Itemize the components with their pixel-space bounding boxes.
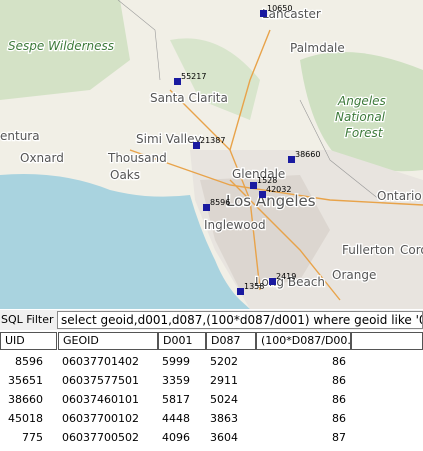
map-label: Lancaster (262, 7, 321, 21)
map-label: Inglewood (204, 218, 266, 232)
marker-label: 21387 (200, 136, 225, 145)
table: UID GEOID D001 D087 (100*D087/D00... 8596 0603… (0, 332, 423, 451)
map-marker (288, 156, 295, 163)
table-cell: 4096 (162, 431, 190, 444)
map-label: Angeles (337, 94, 386, 108)
table-cell: 3863 (210, 412, 238, 425)
map-marker (203, 204, 210, 211)
column-header: UID (0, 332, 57, 350)
marker-label: 10650 (267, 4, 292, 13)
table-cell: 2911 (210, 374, 238, 387)
map-label: Coro (400, 243, 423, 257)
table-cell: 87 (256, 447, 346, 451)
column-header: GEOID (58, 332, 158, 350)
table-cell: 3359 (162, 374, 190, 387)
map-label: Sespe Wilderness (8, 39, 114, 53)
map-marker (260, 10, 267, 17)
table-cell: 38660 (8, 393, 43, 406)
filter-input[interactable]: select geoid,d001,d087,(100*d087/d001) w… (57, 311, 423, 329)
map-marker (269, 278, 276, 285)
column-header: (100*D087/D00... (256, 332, 351, 350)
column-header: D001 (158, 332, 206, 350)
marker-label: 55217 (181, 72, 206, 81)
table-cell: 06037700502 (62, 431, 139, 444)
table-cell: 5160 (210, 447, 255, 451)
column-header: D087 (206, 332, 256, 350)
map-marker (237, 288, 244, 295)
table-cell: 4448 (162, 412, 190, 425)
map-label: Ontario (377, 189, 422, 203)
table-cell: 06037577300 (62, 447, 157, 451)
map-label: Oaks (110, 168, 140, 182)
marker-label: 1528 (257, 176, 277, 185)
map-label: Santa Clarita (150, 91, 228, 105)
table-cell: 8596 (15, 355, 43, 368)
map-marker (174, 78, 181, 85)
map-label: Orange (332, 268, 376, 282)
table-cell: 45018 (8, 412, 43, 425)
table-cell: 06037701402 (62, 355, 139, 368)
table-cell: 5817 (162, 393, 190, 406)
map-marker (250, 182, 257, 189)
table-cell: 06037460101 (62, 393, 139, 406)
table-cell: 86 (332, 412, 346, 425)
table-cell: 2419 (0, 447, 43, 451)
marker-label: 1358 (244, 282, 264, 291)
table-cell: 5202 (210, 355, 238, 368)
map-label: Glendale (232, 167, 285, 181)
marker-label: 2419 (276, 272, 296, 281)
table-cell: 5024 (210, 393, 238, 406)
table-cell: 86 (332, 355, 346, 368)
map-label: Fullerton (342, 243, 395, 257)
table-cell: 06037700102 (62, 412, 139, 425)
map-label: Thousand (107, 151, 167, 165)
marker-label: 42032 (266, 185, 291, 194)
filter-label: SQL Filter (1, 313, 54, 326)
table-cell: 5905 (162, 447, 207, 451)
column-header-empty (351, 332, 423, 350)
table-cell: 86 (332, 393, 346, 406)
map-label: Simi Valley (136, 132, 202, 146)
map-marker (259, 191, 266, 198)
marker-label: 38660 (295, 150, 320, 159)
map-label: Palmdale (290, 41, 345, 55)
table-cell: 775 (22, 431, 43, 444)
table-cell: 86 (332, 374, 346, 387)
map-label: Oxnard (20, 151, 64, 165)
map-label: Forest (345, 126, 384, 140)
map-label: entura (0, 129, 40, 143)
table-cell: 3604 (210, 431, 238, 444)
filter-bar: SQL Filter select geoid,d001,d087,(100*d… (0, 310, 423, 330)
map[interactable]: Lancaster Palmdale Sespe Wilderness Santa C… (0, 0, 423, 309)
table-cell: 35651 (8, 374, 43, 387)
table-cell: 5999 (162, 355, 190, 368)
map-label: Los Angeles (226, 192, 316, 210)
table-cell: 06037577501 (62, 374, 139, 387)
table-cell: 87 (332, 431, 346, 444)
marker-label: 8596 (210, 198, 230, 207)
map-label: National (335, 110, 386, 124)
map-marker (193, 142, 200, 149)
